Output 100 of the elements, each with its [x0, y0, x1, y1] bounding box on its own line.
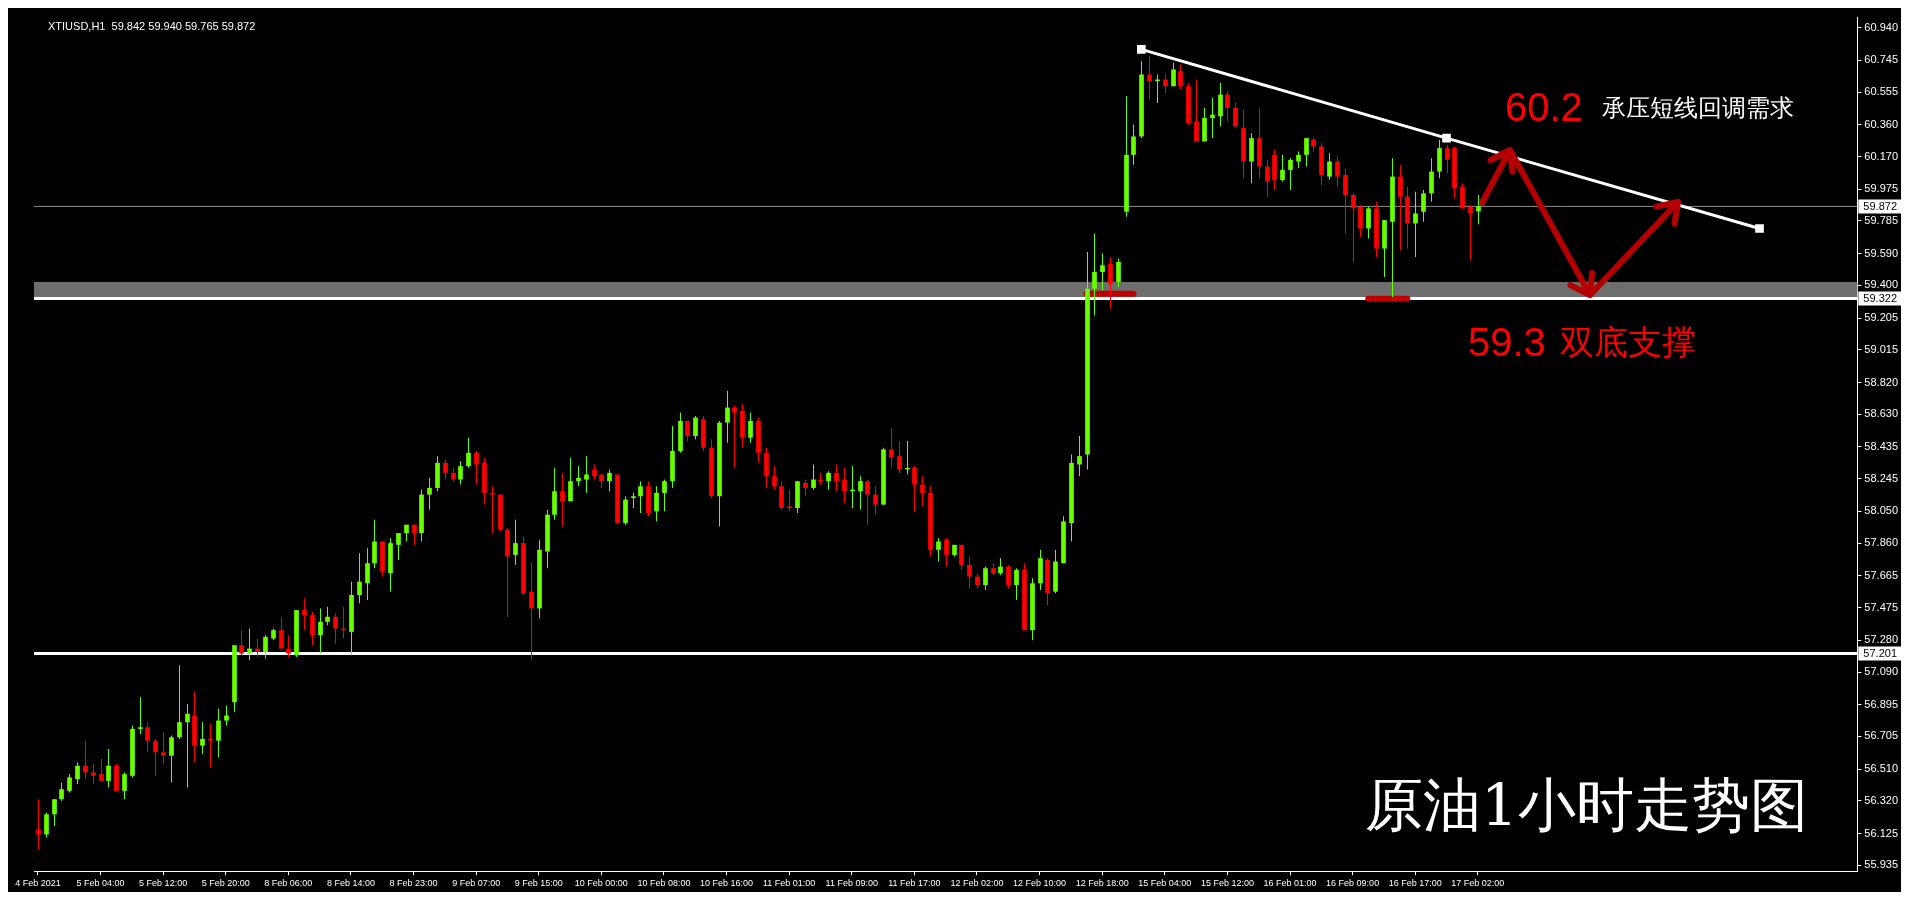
candlestick: [560, 472, 565, 527]
x-tick-label: 16 Feb 17:00: [1388, 878, 1442, 889]
candlestick: [216, 708, 221, 758]
candlestick: [59, 781, 64, 802]
candlestick: [333, 612, 338, 645]
candlestick: [568, 457, 573, 502]
x-tick-label: 8 Feb 06:00: [264, 878, 313, 889]
candlestick: [145, 721, 150, 753]
candlestick: [83, 740, 88, 780]
candlestick: [1092, 233, 1097, 317]
candlestick: [693, 415, 698, 440]
annotation: 60.2: [1505, 85, 1583, 130]
candlestick: [1421, 189, 1426, 223]
ref-line-label: 59.322: [1863, 292, 1898, 305]
candlestick: [1335, 156, 1340, 188]
y-tick-label: 57.475: [1864, 600, 1899, 613]
candlestick: [177, 664, 182, 740]
x-tick-label: 9 Feb 15:00: [514, 878, 563, 889]
x-tick-label: 4 Feb 2021: [15, 878, 61, 889]
candlestick: [779, 480, 784, 511]
candlestick: [552, 467, 557, 521]
candlestick: [443, 458, 448, 481]
candlestick: [1288, 157, 1293, 191]
candlestick: [623, 495, 628, 526]
candlestick: [920, 475, 925, 507]
candlestick: [1202, 107, 1207, 142]
candlestick: [458, 460, 463, 486]
candlestick: [1178, 63, 1183, 91]
x-tick-label: 5 Feb 04:00: [76, 878, 125, 889]
candlestick: [1116, 258, 1121, 288]
candlestick: [638, 480, 643, 514]
candlestick: [772, 465, 777, 491]
candlestick: [279, 616, 284, 650]
candlestick: [1014, 567, 1019, 601]
y-tick-label: 60.360: [1864, 117, 1899, 130]
candlestick: [944, 537, 949, 568]
candlestick: [91, 763, 96, 785]
annotation: 59.3: [1468, 320, 1546, 365]
candlestick: [529, 562, 534, 661]
candlestick: [490, 485, 495, 534]
candlestick: [1445, 144, 1450, 174]
candlestick: [1194, 79, 1199, 142]
x-tick-label: 10 Feb 00:00: [574, 878, 628, 889]
candlestick: [1233, 102, 1238, 129]
candlestick: [106, 748, 111, 789]
y-tick-label: 55.935: [1864, 858, 1899, 871]
candlestick: [239, 629, 244, 656]
candlestick: [834, 463, 839, 492]
candlestick: [873, 485, 878, 516]
candlestick: [1280, 154, 1285, 183]
candlestick: [1343, 167, 1348, 235]
x-tick-label: 11 Feb 17:00: [888, 878, 941, 889]
y-tick-label: 57.280: [1864, 633, 1899, 646]
y-tick-label: 59.785: [1864, 213, 1899, 226]
y-tick-label: 59.400: [1864, 278, 1899, 291]
ref-line-label: 57.201: [1863, 647, 1898, 660]
y-tick-label: 57.860: [1864, 536, 1899, 549]
candlestick: [1351, 192, 1356, 263]
x-tick-label: 16 Feb 09:00: [1326, 878, 1380, 889]
candlestick: [153, 738, 158, 777]
candlestick: [75, 761, 80, 785]
candlestick: [1460, 182, 1465, 209]
candlestick: [1327, 152, 1332, 181]
candlestick: [1249, 132, 1254, 184]
candlestick: [748, 412, 753, 444]
x-tick-label: 11 Feb 09:00: [825, 878, 878, 889]
candlestick: [662, 479, 667, 512]
candlestick: [967, 556, 972, 589]
candlestick: [1108, 256, 1113, 310]
x-tick-label: 12 Feb 02:00: [950, 878, 1004, 889]
candlestick: [161, 731, 166, 765]
ref-line-label: 59.872: [1863, 200, 1898, 213]
candlestick: [1147, 55, 1152, 101]
candlestick: [1163, 74, 1168, 94]
x-tick-label: 8 Feb 23:00: [389, 878, 438, 889]
candlestick: [842, 467, 847, 504]
y-tick-label: 60.555: [1864, 85, 1899, 98]
y-tick-label: 56.320: [1864, 793, 1899, 806]
candlestick: [576, 465, 581, 487]
candlestick: [310, 611, 315, 646]
candlestick: [912, 465, 917, 512]
candlestick: [169, 735, 174, 783]
x-tick-label: 9 Feb 07:00: [452, 878, 501, 889]
candlestick: [826, 470, 831, 491]
y-tick-label: 60.745: [1864, 53, 1899, 66]
candlestick: [263, 634, 268, 660]
y-tick-label: 58.630: [1864, 407, 1899, 420]
candlestick: [1218, 82, 1223, 127]
y-tick-label: 58.820: [1864, 375, 1899, 388]
candlestick: [1437, 139, 1442, 179]
candlestick: [224, 705, 229, 727]
y-tick-label: 60.170: [1864, 149, 1899, 162]
candlestick: [138, 696, 143, 735]
candlestick: [1398, 164, 1403, 251]
candlestick: [1413, 191, 1418, 258]
y-tick-label: 56.895: [1864, 697, 1899, 710]
candlestick: [1077, 435, 1082, 477]
candlestick: [1304, 137, 1309, 168]
candlestick: [897, 440, 902, 474]
x-tick-label: 16 Feb 01:00: [1263, 878, 1317, 889]
